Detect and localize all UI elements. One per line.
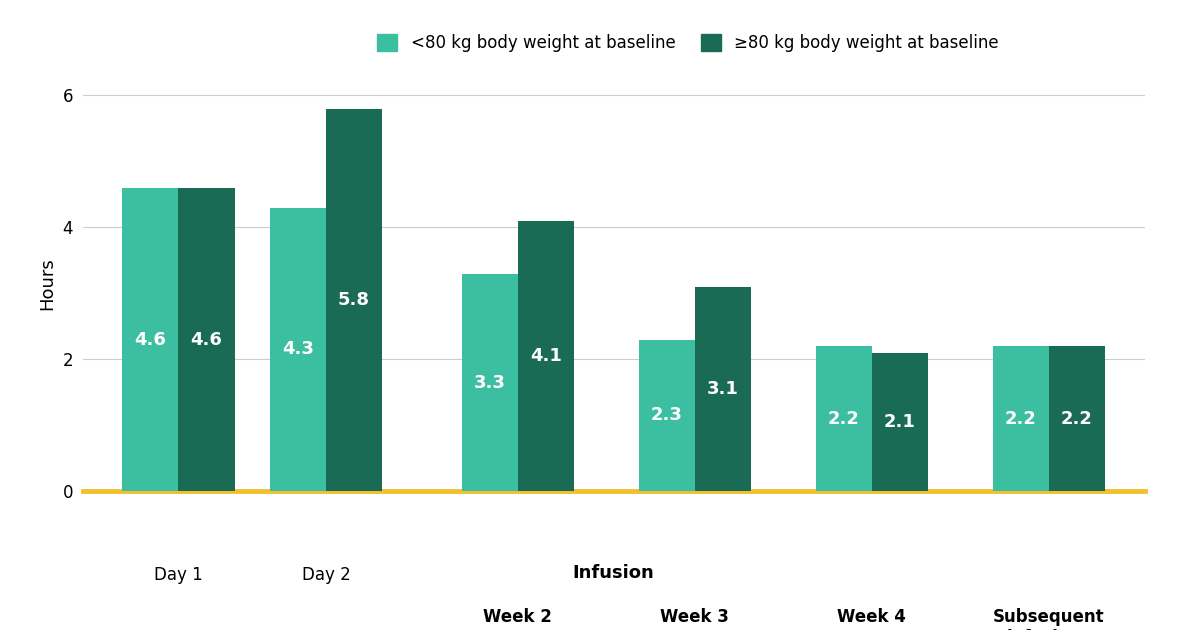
Bar (518, 220, 573, 491)
Bar (461, 273, 518, 491)
Bar (123, 188, 178, 491)
Text: 3.1: 3.1 (707, 380, 739, 398)
Text: Subsequent
infusions: Subsequent infusions (992, 608, 1104, 630)
Bar (270, 208, 326, 491)
Text: Day 2: Day 2 (302, 566, 350, 584)
Text: 2.3: 2.3 (650, 406, 683, 425)
Text: Week 2: Week 2 (484, 608, 552, 626)
Text: Week 3: Week 3 (661, 608, 729, 626)
X-axis label: Infusion: Infusion (572, 564, 655, 581)
Text: 2.2: 2.2 (827, 410, 860, 428)
Text: 3.3: 3.3 (473, 374, 506, 391)
Text: 2.2: 2.2 (1061, 410, 1093, 428)
Text: 4.6: 4.6 (135, 331, 166, 348)
Text: 4.1: 4.1 (530, 347, 562, 365)
Bar (1049, 346, 1104, 491)
Text: 2.1: 2.1 (884, 413, 916, 431)
Y-axis label: Hours: Hours (39, 257, 57, 310)
Text: 4.3: 4.3 (282, 340, 314, 358)
Bar (992, 346, 1049, 491)
Bar (695, 287, 750, 491)
Text: Week 4: Week 4 (838, 608, 906, 626)
Legend: <80 kg body weight at baseline, ≥80 kg body weight at baseline: <80 kg body weight at baseline, ≥80 kg b… (378, 34, 998, 52)
Text: 2.2: 2.2 (1004, 410, 1037, 428)
Bar (815, 346, 872, 491)
Text: 5.8: 5.8 (337, 291, 371, 309)
Bar (638, 340, 695, 491)
Bar (872, 353, 927, 491)
Bar (178, 188, 235, 491)
Text: Day 1: Day 1 (155, 566, 203, 584)
Text: 4.6: 4.6 (190, 331, 223, 348)
Bar (326, 108, 382, 491)
